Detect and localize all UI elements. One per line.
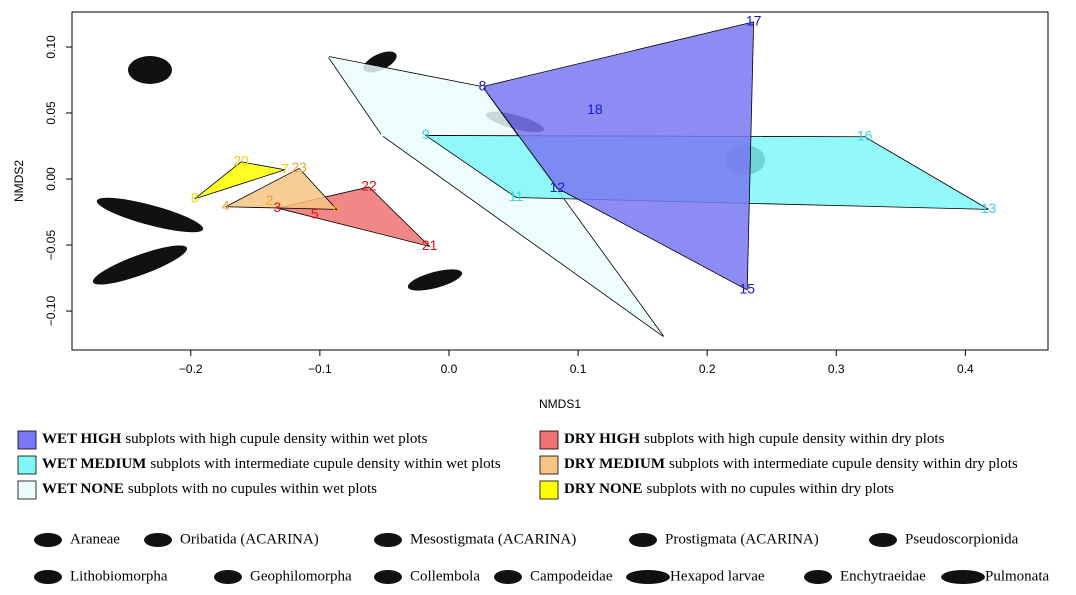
- taxon-icon: [34, 533, 62, 547]
- y-axis-label: NMDS2: [12, 160, 26, 202]
- taxon-icon: [374, 533, 402, 547]
- taxon-icon: [804, 570, 832, 584]
- taxon-icon: [374, 570, 402, 584]
- legend-name: WET HIGH: [42, 431, 122, 447]
- point-label: 23: [291, 159, 307, 175]
- point: [663, 336, 666, 339]
- legend-swatch: [18, 431, 36, 449]
- taxon-label: Araneae: [70, 531, 120, 547]
- taxon-label: Enchytraeidae: [840, 568, 926, 584]
- x-tick-label: −0.1: [308, 362, 332, 376]
- y-tick-label: 0.05: [44, 101, 58, 125]
- x-tick-label: −0.2: [179, 362, 203, 376]
- taxon-icon: [869, 533, 897, 547]
- legend-description: subplots with high cupule density within…: [125, 431, 427, 447]
- taxon-label: Prostigmata (ACARINA): [665, 531, 819, 547]
- taxon-label: Mesostigmata (ACARINA): [410, 531, 576, 547]
- legend-swatch: [540, 456, 558, 474]
- x-tick-label: 0.4: [957, 362, 974, 376]
- y-tick-label: 0.00: [44, 167, 58, 191]
- point-label: 8: [191, 190, 199, 206]
- taxon-icon: [144, 533, 172, 547]
- legend-name: WET MEDIUM: [42, 456, 146, 472]
- taxon-label: Hexapod larvae: [670, 568, 765, 584]
- taxon-icon: [214, 570, 242, 584]
- taxon-icon: [494, 570, 522, 584]
- x-tick-label: 0.0: [441, 362, 458, 376]
- point-label: 5: [311, 205, 319, 221]
- point-label: 2: [266, 192, 274, 208]
- taxon-label: Pseudoscorpionida: [905, 531, 1019, 547]
- x-tick-label: 0.3: [828, 362, 845, 376]
- x-tick-label: 0.2: [699, 362, 716, 376]
- y-tick-label: −0.05: [44, 230, 58, 261]
- x-tick-label: 0.1: [570, 362, 587, 376]
- legend-swatch: [18, 481, 36, 499]
- legend-swatch: [540, 481, 558, 499]
- taxon-icon: [629, 533, 657, 547]
- taxon-label: Campodeidae: [530, 568, 613, 584]
- point-label: 16: [857, 127, 873, 143]
- legend-description: subplots with high cupule density within…: [644, 431, 945, 447]
- point-label: 4: [222, 197, 230, 213]
- legend-description: subplots with no cupules within dry plot…: [647, 481, 895, 497]
- legend-name: WET NONE: [42, 481, 124, 497]
- taxon-label: Collembola: [410, 568, 480, 584]
- point-label: 20: [233, 153, 249, 169]
- point-label: 9: [422, 126, 430, 142]
- legend-description: subplots with no cupules within wet plot…: [128, 481, 377, 497]
- point: [326, 55, 329, 58]
- legend-name: DRY NONE: [564, 481, 643, 497]
- point-label: 12: [550, 179, 566, 195]
- point-label: 7: [281, 160, 289, 176]
- legend-description: subplots with intermediate cupule densit…: [150, 456, 501, 472]
- point-label: 15: [739, 281, 755, 297]
- x-axis-label: NMDS1: [539, 397, 581, 411]
- taxon-label: Lithobiomorpha: [70, 568, 168, 584]
- point: [380, 134, 383, 137]
- y-tick-label: 0.10: [44, 35, 58, 59]
- point-label: 6: [333, 200, 341, 216]
- legend-swatch: [540, 431, 558, 449]
- point-label: 3: [273, 199, 281, 215]
- point-label: 13: [981, 200, 997, 216]
- legend-swatch: [18, 456, 36, 474]
- taxa-legend: Araneae Oribatida (ACARINA) Mesostigmata (…: [34, 531, 1050, 584]
- point-label: 18: [587, 101, 603, 117]
- taxon-icon: [34, 570, 62, 584]
- point-label: 11: [509, 188, 524, 204]
- taxon-label: Pulmonata: [985, 568, 1050, 584]
- legend-description: subplots with intermediate cupule densit…: [669, 456, 1018, 472]
- y-tick-label: −0.10: [44, 296, 58, 327]
- plot-area: 9 16 13 11 8 17 15 12 18 22 21 5 3 4 2 23 6 20 7 8: [191, 13, 997, 339]
- legend-name: DRY MEDIUM: [564, 456, 665, 472]
- point-label: 17: [746, 13, 762, 29]
- taxon-icon: [626, 570, 670, 584]
- point-label: 8: [479, 77, 487, 93]
- chart: NMDS1 NMDS2 9 16 13 11 8 17 15 12 18 22 21 5 3 4 2 23 6 2…: [0, 0, 1076, 595]
- legend-name: DRY HIGH: [564, 431, 640, 447]
- taxon-icon: [941, 570, 985, 584]
- taxon-label: Geophilomorpha: [250, 568, 352, 584]
- taxon-label: Oribatida (ACARINA): [180, 531, 319, 547]
- point-label: 22: [361, 178, 377, 194]
- point-label: 21: [422, 237, 438, 253]
